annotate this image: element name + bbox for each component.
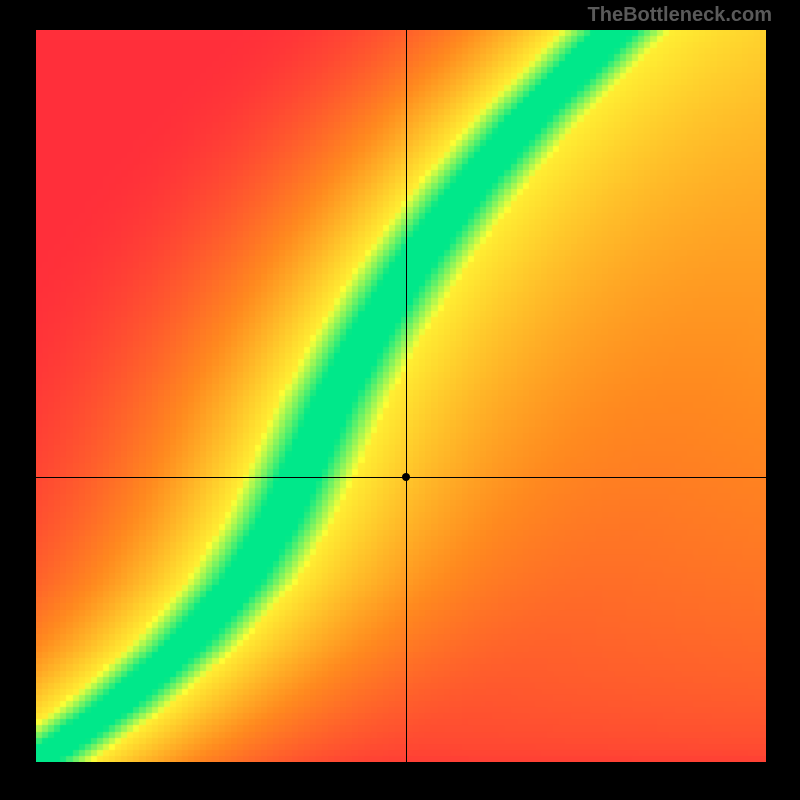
crosshair-vertical [406,30,407,762]
watermark-text: TheBottleneck.com [588,4,772,27]
chart-container: TheBottleneck.com [0,0,800,800]
crosshair-marker [402,473,410,481]
plot-area [36,30,766,762]
heatmap-canvas [36,30,766,762]
crosshair-horizontal [36,477,766,478]
